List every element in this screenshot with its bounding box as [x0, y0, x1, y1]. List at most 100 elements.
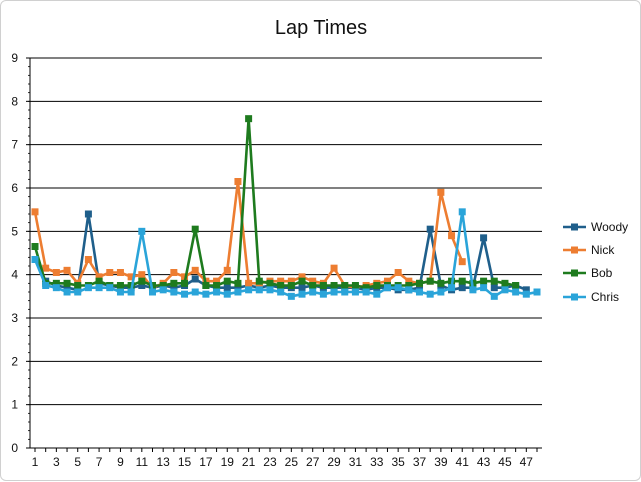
data-point-chris: [522, 290, 530, 298]
data-point-chris: [501, 286, 509, 294]
y-tick-label: 3: [11, 311, 18, 325]
data-point-nick: [138, 271, 146, 279]
x-tick-label: 33: [370, 455, 384, 469]
data-point-woody: [416, 284, 424, 292]
legend: Woody Nick Bob Chris: [563, 220, 628, 304]
x-tick-label: 39: [434, 455, 448, 469]
data-point-chris: [245, 286, 253, 294]
y-tick-label: 4: [11, 268, 18, 282]
data-point-chris: [106, 284, 114, 292]
data-point-bob: [512, 282, 520, 289]
data-point-nick: [298, 273, 306, 281]
x-tick-label: 47: [520, 455, 534, 469]
x-tick-label: 7: [96, 455, 103, 469]
data-point-nick: [170, 269, 178, 276]
data-point-chris: [202, 290, 210, 298]
data-point-chris: [458, 208, 466, 216]
data-point-chris: [84, 284, 92, 292]
data-point-nick: [116, 269, 124, 276]
series-chris: [31, 208, 541, 300]
y-tick-label: 6: [11, 181, 18, 195]
y-tick-label: 9: [11, 51, 18, 65]
x-tick-label: 5: [74, 455, 81, 469]
data-point-bob: [373, 282, 381, 289]
data-point-nick: [405, 277, 413, 285]
data-point-nick: [383, 277, 391, 285]
data-point-woody: [298, 284, 306, 292]
series-bob: [31, 115, 520, 292]
data-point-nick: [213, 277, 221, 285]
data-point-bob: [437, 279, 445, 287]
data-point-chris: [405, 286, 413, 294]
y-tick-label: 8: [11, 94, 18, 108]
data-point-chris: [63, 288, 71, 296]
data-point-bob: [181, 279, 189, 287]
x-tick-label: 45: [498, 455, 512, 469]
data-point-chris: [148, 288, 156, 296]
data-point-bob: [138, 277, 146, 285]
legend-label: Nick: [591, 243, 615, 257]
data-point-woody: [234, 284, 242, 292]
data-point-woody: [138, 282, 146, 289]
data-point-chris: [426, 290, 434, 298]
data-point-chris: [341, 288, 349, 296]
data-point-chris: [159, 286, 167, 294]
data-point-chris: [512, 288, 520, 296]
data-point-chris: [31, 256, 39, 263]
data-point-chris: [319, 290, 327, 298]
y-tick-label: 7: [11, 138, 18, 152]
data-point-bob: [116, 282, 124, 289]
data-point-nick: [31, 208, 39, 216]
data-point-chris: [383, 284, 391, 292]
x-tick-label: 11: [136, 455, 149, 469]
y-tick-label: 5: [11, 224, 18, 238]
data-point-nick: [63, 266, 71, 274]
data-point-chris: [52, 284, 60, 292]
data-point-chris: [480, 284, 488, 292]
data-point-bob: [234, 279, 242, 287]
data-point-bob: [405, 282, 413, 289]
data-point-bob: [95, 277, 103, 285]
legend-label: Bob: [591, 266, 613, 280]
legend-item-nick: Nick: [563, 243, 615, 257]
data-point-chris: [287, 292, 295, 300]
data-point-bob: [63, 279, 71, 287]
chart-title: Lap Times: [275, 17, 367, 39]
data-point-chris: [170, 288, 178, 296]
data-point-bob: [213, 282, 221, 289]
legend-item-woody: Woody: [563, 220, 628, 234]
data-point-chris: [309, 288, 317, 296]
data-point-chris: [490, 292, 498, 300]
data-point-bob: [480, 277, 488, 285]
data-point-chris: [330, 288, 338, 296]
data-point-chris: [74, 288, 82, 296]
data-point-chris: [362, 288, 370, 296]
data-point-woody: [84, 210, 92, 218]
data-point-nick: [42, 264, 50, 272]
data-point-bob: [170, 279, 178, 287]
data-point-bob: [159, 282, 167, 289]
series-lines: [31, 115, 541, 300]
x-tick-label: 23: [263, 455, 277, 469]
data-point-chris: [469, 286, 477, 294]
data-point-nick: [223, 266, 231, 274]
data-point-chris: [234, 288, 242, 296]
data-point-bob: [298, 277, 306, 285]
data-point-bob: [416, 279, 424, 287]
data-point-woody: [223, 284, 231, 292]
gridlines: [30, 57, 542, 449]
data-point-chris: [213, 288, 221, 296]
data-point-nick: [437, 188, 445, 196]
data-point-bob: [223, 277, 231, 285]
data-point-woody: [426, 225, 434, 233]
data-point-nick: [309, 277, 317, 285]
x-tick-label: 41: [456, 455, 470, 469]
x-tick-label: 21: [242, 455, 256, 469]
data-point-nick: [394, 269, 402, 276]
legend-swatch-marker: [571, 246, 578, 254]
data-point-bob: [52, 279, 60, 287]
data-point-nick: [287, 277, 295, 285]
y-tick-label: 1: [11, 398, 18, 412]
x-tick-label: 19: [221, 455, 235, 469]
